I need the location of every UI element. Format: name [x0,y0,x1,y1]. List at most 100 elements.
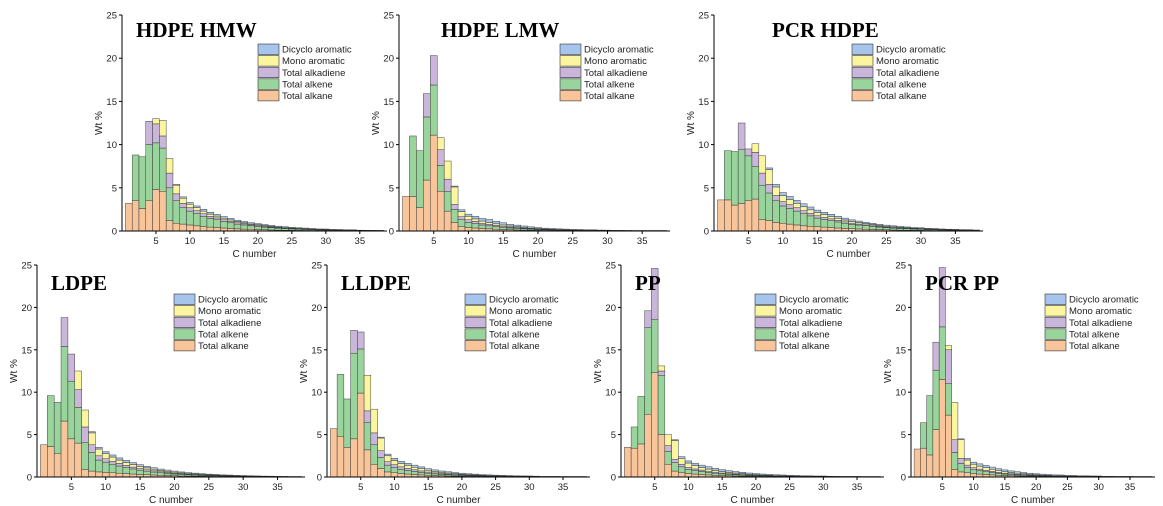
y-tick-label: 20 [106,54,117,65]
y-tick-label: 25 [383,11,394,22]
bar-segment [206,216,214,219]
bar-segment [799,475,807,477]
bar-segment [88,432,96,445]
x-tick-label: 30 [818,482,829,493]
bar-segment [390,472,399,478]
y-axis-label: Wt % [299,359,310,383]
bar-segment [267,227,276,231]
bar-segment [357,331,365,350]
bar-segment [443,210,452,232]
bar-segment [397,466,405,470]
bar-segment [758,172,766,186]
bar-segment [813,209,822,213]
legend-swatch [851,78,874,90]
bar-segment [397,463,405,468]
bar-segment [261,224,269,226]
bar-segment [657,370,666,376]
bar-segment [651,372,659,478]
bar-segment [951,402,959,440]
bar-segment [274,225,282,228]
bar-segment [179,197,187,204]
y-tick-label: 0 [901,473,906,484]
bar-segment [698,469,706,472]
bar-segment [827,227,835,232]
bar-segment [212,474,220,476]
bar-segment [520,225,528,228]
bar-segment [478,220,487,224]
bar-segment [363,449,372,478]
y-axis-label: Wt % [593,359,604,383]
bar-segment [402,196,410,232]
bar-segment [143,467,151,471]
bar-segment [129,466,137,470]
legend-swatch [257,43,280,55]
bar-segment [779,474,787,476]
bar-segment [60,346,69,422]
legend-label: Total alkane [584,91,635,102]
bar-segment [813,226,822,232]
bar-segment [138,208,147,232]
bar-segment [758,184,766,220]
bar-segment [1007,470,1015,473]
bar-segment [424,470,432,473]
bar-segment [779,222,787,232]
x-tick-label: 20 [457,482,468,493]
bar-segment [436,191,445,232]
x-tick-label: 15 [498,236,509,247]
bar-segment [436,165,445,192]
bar-segment [411,471,419,475]
x-tick-label: 30 [524,482,535,493]
x-tick-label: 15 [219,236,230,247]
bar-segment [431,469,439,472]
bar-segment [513,228,521,231]
bar-segment [982,465,990,468]
bar-segment [711,470,720,473]
bar-segment [793,224,801,232]
bar-segment [478,222,487,226]
bar-segment [664,445,672,452]
legend-label: Total alkadiene [198,318,261,329]
bar-segment [492,221,500,225]
bar-segment [53,453,62,478]
bar-segment [357,348,365,394]
bar-segment [67,380,76,440]
x-tick-label: 30 [916,236,927,247]
x-axis-label: C number [437,495,482,506]
bar-segment [390,458,399,461]
bar-segment [970,469,977,474]
bar-segment [179,223,187,232]
bar-segment [792,475,800,477]
legend-swatch [173,316,196,329]
bar-segment [193,205,201,208]
panel-title: PP [635,271,661,295]
x-tick-label: 10 [185,236,196,247]
bar-segment [47,446,55,478]
x-tick-label: 20 [751,482,762,493]
legend-swatch [754,340,777,352]
x-tick-label: 25 [881,236,892,247]
bar-segment [102,451,110,454]
bar-segment [301,227,310,229]
x-tick-label: 20 [847,236,858,247]
bar-segment [227,222,235,229]
bar-segment [499,227,507,230]
bar-segment [179,196,187,199]
bar-segment [772,200,780,223]
bar-segment [247,222,255,225]
bar-segment [233,223,242,230]
bar-segment [827,218,835,221]
bar-segment [377,457,385,469]
bar-segment [765,220,773,232]
bar-segment [678,472,686,478]
y-tick-label: 0 [112,227,117,238]
bar-segment [464,227,473,232]
bar-segment [179,203,187,208]
legend-label: Dicyclo aromatic [1069,295,1139,306]
bar-segment [458,472,466,475]
bar-segment [172,200,180,224]
y-tick-label: 20 [21,303,32,314]
panel-3: 0 5 10 15 20 25 5 10 15 20 25 30 35 C number Wt % PCR H… [686,11,983,260]
bar-segment [74,389,82,408]
